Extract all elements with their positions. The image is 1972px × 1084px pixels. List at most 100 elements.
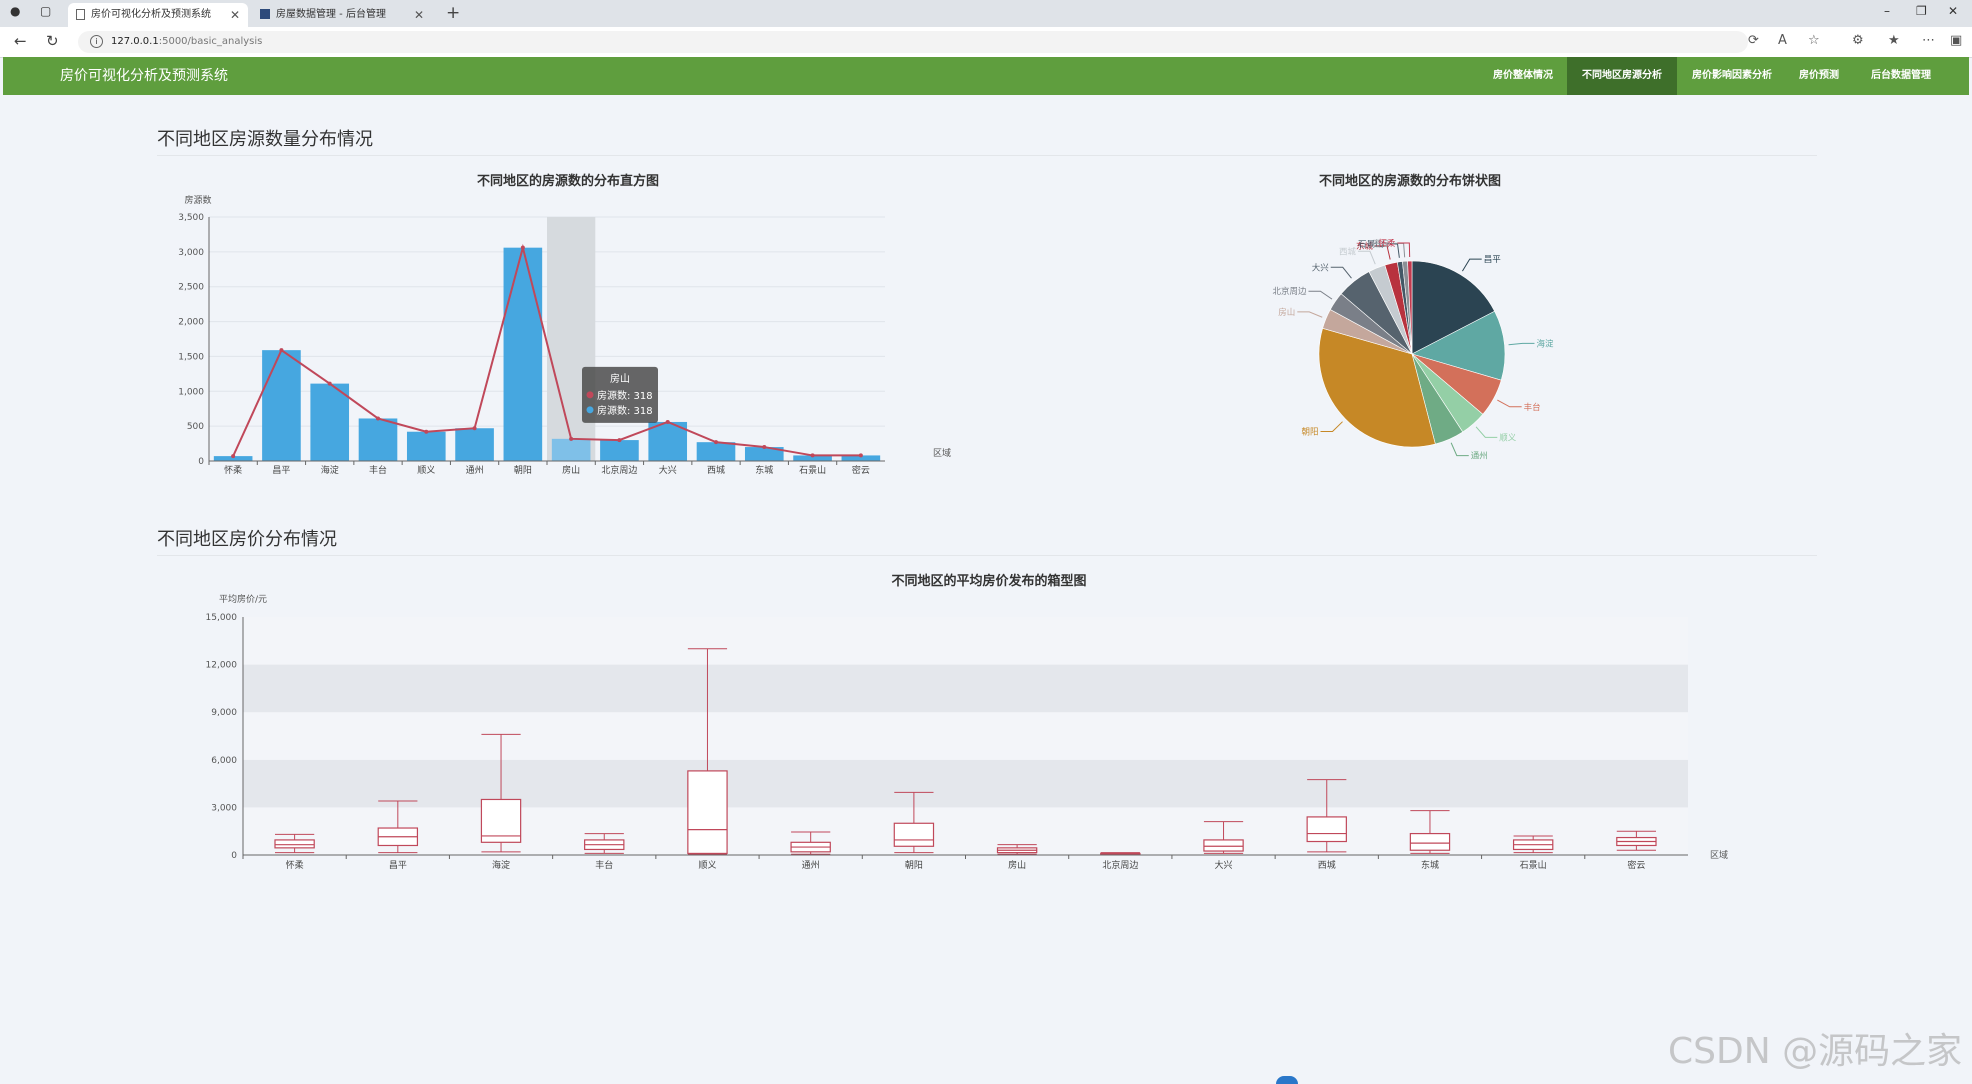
back-icon[interactable]: ←: [14, 32, 27, 50]
box-昌平: [377, 800, 419, 854]
line-point-石景山: [810, 453, 815, 458]
app-brand[interactable]: 房价可视化分析及预测系统: [60, 68, 228, 84]
box-chart-y-axis: 0 3,000 6,000 9,000 12,000 15,000: [206, 613, 244, 861]
y-tick-label: 3,500: [178, 213, 204, 223]
x-tick-label: 房山: [1008, 859, 1026, 871]
tab-actions-icon[interactable]: ▢: [40, 4, 52, 18]
bar-朝阳: [503, 247, 543, 461]
pie-label-line: [1320, 421, 1343, 432]
pie-label-line: [1475, 426, 1498, 438]
minimize-icon[interactable]: –: [1884, 4, 1890, 18]
line-point-怀柔: [231, 454, 236, 459]
nav-backend-admin[interactable]: 后台数据管理: [1871, 70, 1931, 81]
bar-chart[interactable]: 不同地区的房源数的分布直方图 房源数 0 500 1,000 1,500 2,000 2,…: [160, 165, 960, 475]
x-tick-label: 海淀: [492, 859, 510, 871]
translate-icon[interactable]: ⟳: [1748, 33, 1759, 48]
x-tick-label: 大兴: [659, 464, 677, 475]
browser-tab-active[interactable]: 房价可视化分析及预测系统 ✕: [68, 3, 248, 27]
background-band: [243, 664, 1688, 713]
box-石景山: [1512, 835, 1554, 854]
read-aloud-icon[interactable]: A: [1778, 33, 1787, 48]
profile-icon[interactable]: ●: [10, 4, 21, 18]
pie-label: 北京周边: [1272, 286, 1307, 297]
background-band: [243, 712, 1688, 760]
x-tick-label: 丰台: [595, 859, 613, 871]
sidebar-icon[interactable]: ▣: [1950, 33, 1963, 48]
more-menu-icon[interactable]: ⋯: [1922, 33, 1935, 48]
line-point-大兴: [665, 419, 670, 424]
y-tick-label: 2,000: [178, 318, 204, 328]
background-band: [243, 807, 1688, 855]
bar-chart-y-axis: 0 500 1,000 1,500 2,000 2,500 3,000 3,500: [178, 213, 210, 467]
line-point-通州: [472, 426, 477, 431]
box-北京周边: [1100, 852, 1141, 856]
pie-label-line: [1461, 258, 1482, 272]
bar-顺义: [406, 431, 446, 461]
y-tick-label: 3,000: [178, 248, 204, 258]
bar-丰台: [358, 418, 398, 461]
pie-label: 大兴: [1312, 262, 1330, 273]
x-tick-label: 房山: [562, 464, 580, 475]
reload-icon[interactable]: ↻: [46, 32, 59, 50]
line-series: [232, 243, 861, 457]
browser-tab[interactable]: 房屋数据管理 - 后台管理 ✕: [252, 3, 432, 27]
background-band: [243, 759, 1688, 808]
url-host: 127.0.0.1: [111, 36, 159, 47]
y-tick-label: 6,000: [211, 756, 237, 766]
bar-chart-x-label: 区域: [933, 447, 951, 459]
bar-chart-y-label: 房源数: [184, 194, 211, 206]
tab-title: 房价可视化分析及预测系统: [91, 9, 211, 20]
x-tick-label: 朝阳: [514, 465, 532, 475]
app-navbar: 房价可视化分析及预测系统 房价整体情况 不同地区房源分析 房价影响因素分析 房价…: [3, 57, 1969, 95]
site-info-icon[interactable]: i: [90, 34, 103, 48]
favorites-icon[interactable]: ★: [1888, 33, 1900, 48]
box-密云: [1616, 830, 1657, 851]
x-tick-label: 顺义: [417, 465, 435, 475]
box-chart-x-axis: 怀柔 昌平 海淀 丰台 顺义 通州 朝阳 房山 北京周边 大兴 西城 东城 石景山 密云: [242, 854, 1688, 871]
tab-title: 房屋数据管理 - 后台管理: [276, 9, 386, 20]
pie-label: 昌平: [1484, 255, 1502, 265]
pie-slice-朝阳: [1318, 327, 1436, 448]
bar-昌平: [262, 350, 301, 461]
bar-chart-title: 不同地区的房源数的分布直方图: [477, 173, 659, 189]
x-tick-label: 昌平: [272, 465, 290, 475]
close-tab-icon[interactable]: ✕: [229, 8, 240, 22]
tooltip-row: 房源数: 318: [597, 404, 653, 417]
bar-海淀: [310, 383, 350, 461]
y-tick-label: 2,500: [178, 283, 204, 293]
close-window-icon[interactable]: ✕: [1948, 4, 1959, 18]
favorite-star-icon[interactable]: ☆: [1808, 33, 1820, 48]
pie-chart-title: 不同地区的房源数的分布饼状图: [1319, 173, 1501, 189]
box-chart-bands: [243, 617, 1688, 855]
nav-price-prediction[interactable]: 房价预测: [1799, 70, 1839, 81]
pie-label-line: [1497, 399, 1522, 408]
nav-overall-price[interactable]: 房价整体情况: [1493, 70, 1553, 81]
x-tick-label: 丰台: [369, 464, 387, 475]
bar-通州: [455, 428, 494, 461]
x-tick-label: 密云: [852, 464, 870, 475]
pie-label: 顺义: [1499, 433, 1517, 443]
close-tab-icon[interactable]: ✕: [413, 8, 424, 22]
box-chart[interactable]: 不同地区的平均房价发布的箱型图 平均房价/元 0 3,000 6,000 9,000 1…: [190, 565, 1750, 885]
box-iqr: [274, 839, 315, 849]
new-tab-icon[interactable]: +: [446, 3, 461, 23]
extensions-icon[interactable]: ⚙: [1852, 33, 1864, 48]
nav-price-factors[interactable]: 房价影响因素分析: [1692, 70, 1772, 81]
url-field[interactable]: i 127.0.0.1:5000/basic_analysis: [78, 31, 1748, 53]
pie-slice-昌平: [1411, 260, 1496, 355]
box-chart-x-label: 区域: [1710, 849, 1728, 861]
tooltip-row: 房源数: 318: [597, 389, 653, 402]
bar-东城: [744, 447, 784, 461]
nav-region-analysis[interactable]: 不同地区房源分析: [1567, 57, 1677, 95]
box-iqr: [1203, 839, 1244, 852]
line-point-房山: [569, 436, 574, 441]
bar-石景山: [793, 455, 832, 461]
x-tick-label: 东城: [755, 464, 773, 475]
pie-label: 怀柔: [1378, 238, 1396, 249]
tooltip-title: 房山: [610, 372, 630, 385]
restore-icon[interactable]: ❐: [1916, 4, 1927, 18]
x-tick-label: 通州: [466, 465, 484, 475]
box-东城: [1409, 810, 1451, 854]
